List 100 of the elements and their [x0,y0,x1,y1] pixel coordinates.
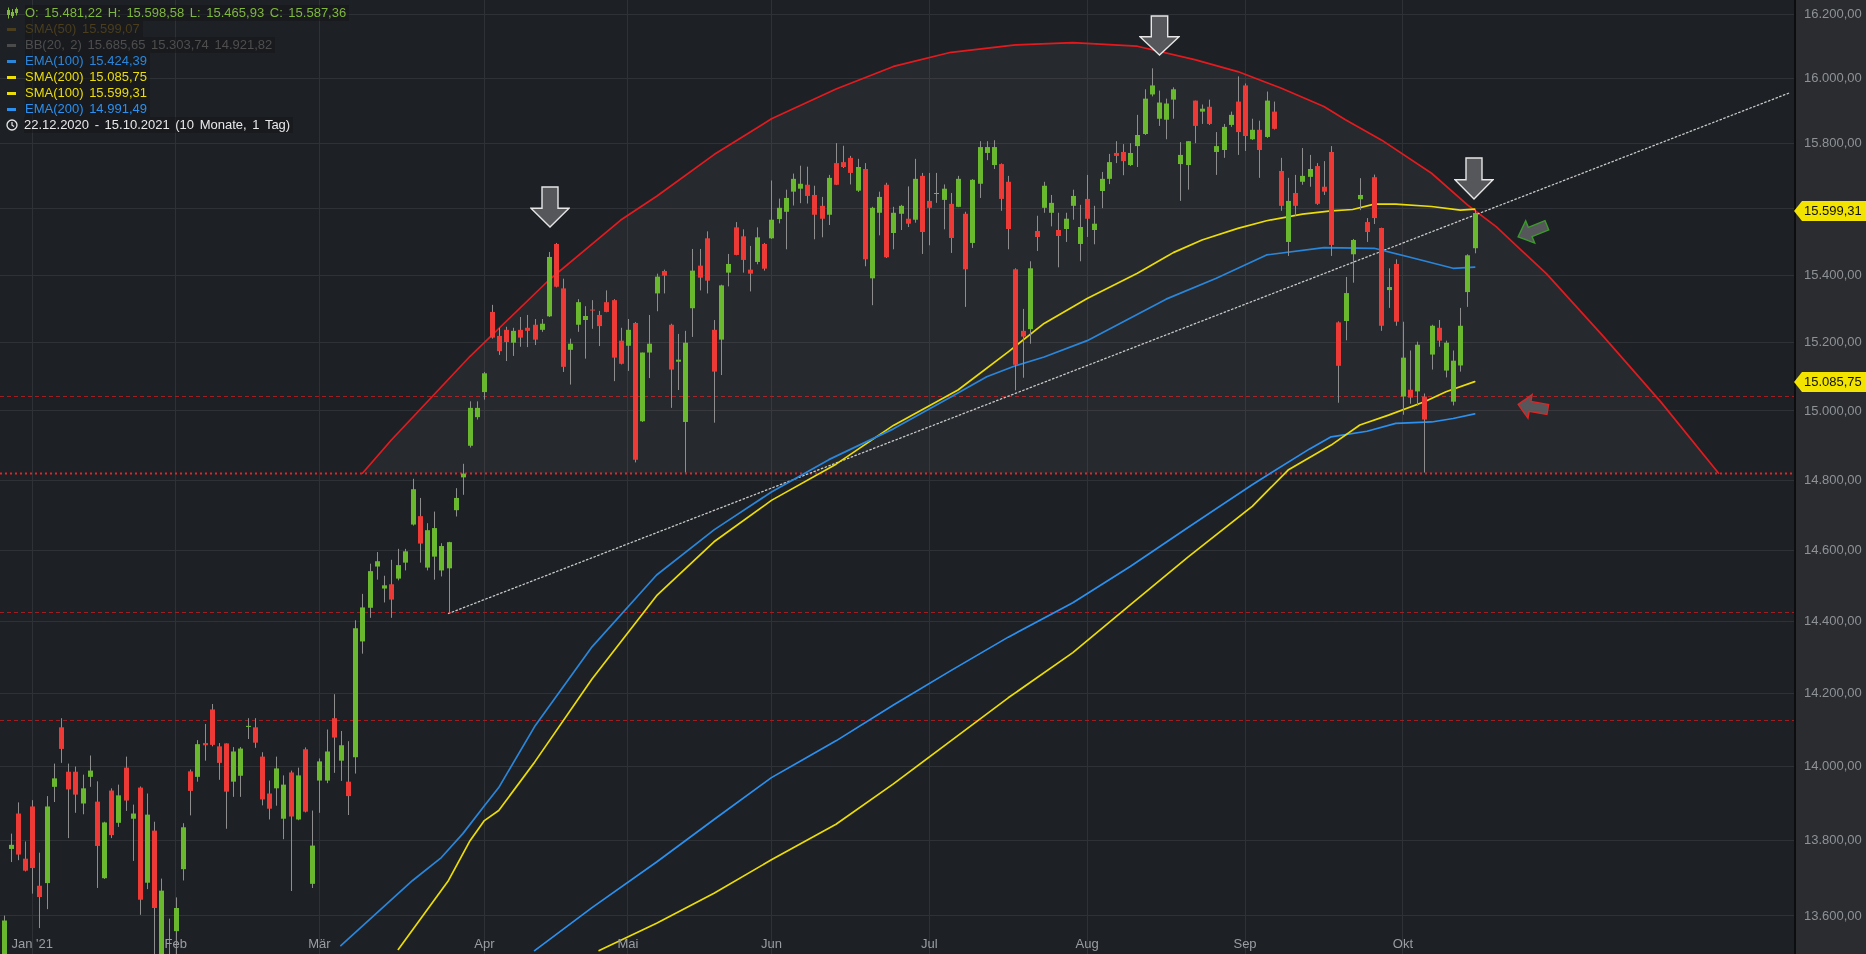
candlestick [1078,204,1083,262]
candlestick [1128,142,1133,167]
candlestick [1107,153,1112,185]
x-tick-label: Mai [617,935,639,951]
candlestick [37,852,42,929]
candlestick [1035,215,1040,252]
candlestick [1293,174,1298,217]
y-tick-label: 14.800,00 [1804,471,1862,487]
y-tick-label: 13.800,00 [1804,832,1862,848]
candlestick [1021,308,1026,379]
candlestick [583,305,588,360]
x-tick-label: Jan '21 [11,935,54,951]
candlestick [52,763,57,803]
candlestick [9,833,14,863]
candlestick [942,183,947,230]
candlestick [877,191,882,236]
y-tick-label: 15.400,00 [1804,266,1862,282]
candlestick [891,206,896,250]
candlestick [1178,141,1183,202]
candlestick [834,142,839,186]
x-tick-label: Mär [308,935,332,951]
candlestick [475,400,480,421]
legend-label: EMA(200) 14.991,49 [25,101,150,117]
candlestick [1272,101,1277,130]
candlestick [1164,98,1169,140]
y-tick-label: 13.600,00 [1804,907,1862,923]
candlestick [1100,171,1105,209]
y-tick-label: 14.000,00 [1804,758,1862,774]
text: 15.599,31 [1804,203,1862,219]
candlestick [497,327,502,356]
candlestick [1186,140,1191,191]
candlestick [841,145,846,169]
candlestick [1092,205,1097,245]
candlestick [1207,99,1212,126]
y-tick-label: 15.200,00 [1804,334,1862,350]
candlestick [1085,174,1090,238]
candlestick [66,763,71,839]
candlestick [1056,212,1061,268]
candlestick [23,840,28,872]
candlestick [1171,86,1176,120]
candlestick [203,723,208,762]
candlestick [791,173,796,207]
candlestick [188,769,193,816]
candlestick [59,717,64,764]
text: 15.085,75 [1804,374,1862,390]
candlestick [1358,177,1363,211]
candlestick [784,189,789,250]
candlestick [1135,114,1140,168]
x-tick-label: Apr [474,935,496,951]
candlestick [820,196,825,238]
x-tick-label: Jun [760,935,782,951]
candlestick [655,273,660,312]
candlestick [73,766,78,814]
candlestick [317,757,322,814]
candlestick [1064,212,1069,243]
candlestick [1150,67,1155,97]
candlestick [992,139,997,170]
x-tick-label: Sep [1233,935,1257,951]
candlestick [511,327,516,357]
candlestick [1049,194,1054,227]
candlestick [217,742,222,781]
candlestick [1257,120,1262,179]
candlestick [253,717,258,749]
candlestick [1222,123,1227,159]
candlestick [274,756,279,807]
x-tick-label: Jul [920,935,938,951]
candlestick [396,548,401,581]
candlestick [590,299,595,330]
candlestick [525,314,530,348]
candlestick [906,185,911,228]
candlestick [518,316,523,348]
candlestick [1250,118,1255,141]
text: 22.12.2020 - 15.10.2021 (10 Monate, 1 Tag) [24,117,294,133]
y-tick-label: 15.800,00 [1804,134,1862,150]
candlestick [647,314,652,379]
candlestick [389,559,394,619]
y-tick-label: 15.000,00 [1804,402,1862,418]
candlestick [332,693,337,774]
candlestick [568,338,573,386]
candlestick [1308,154,1313,188]
candlestick [1121,143,1126,176]
candlestick [1114,140,1119,164]
candlestick [1322,160,1327,196]
x-tick-label: Okt [1392,935,1414,951]
candlestick [246,717,251,740]
candlestick [504,326,509,362]
candlestick [597,310,602,347]
candlestick [1422,392,1427,473]
candlestick [339,730,344,782]
candlestick [81,774,86,815]
candlestick [1042,181,1047,214]
legend-label: EMA(100) 15.424,39 [25,53,150,69]
candlestick [805,166,810,205]
candlestick [267,780,272,820]
candlestick [1408,350,1413,405]
candlestick [769,179,774,240]
candlestick [454,487,459,517]
candlestick [619,327,624,365]
candlestick [375,551,380,581]
candlestick [626,318,631,372]
